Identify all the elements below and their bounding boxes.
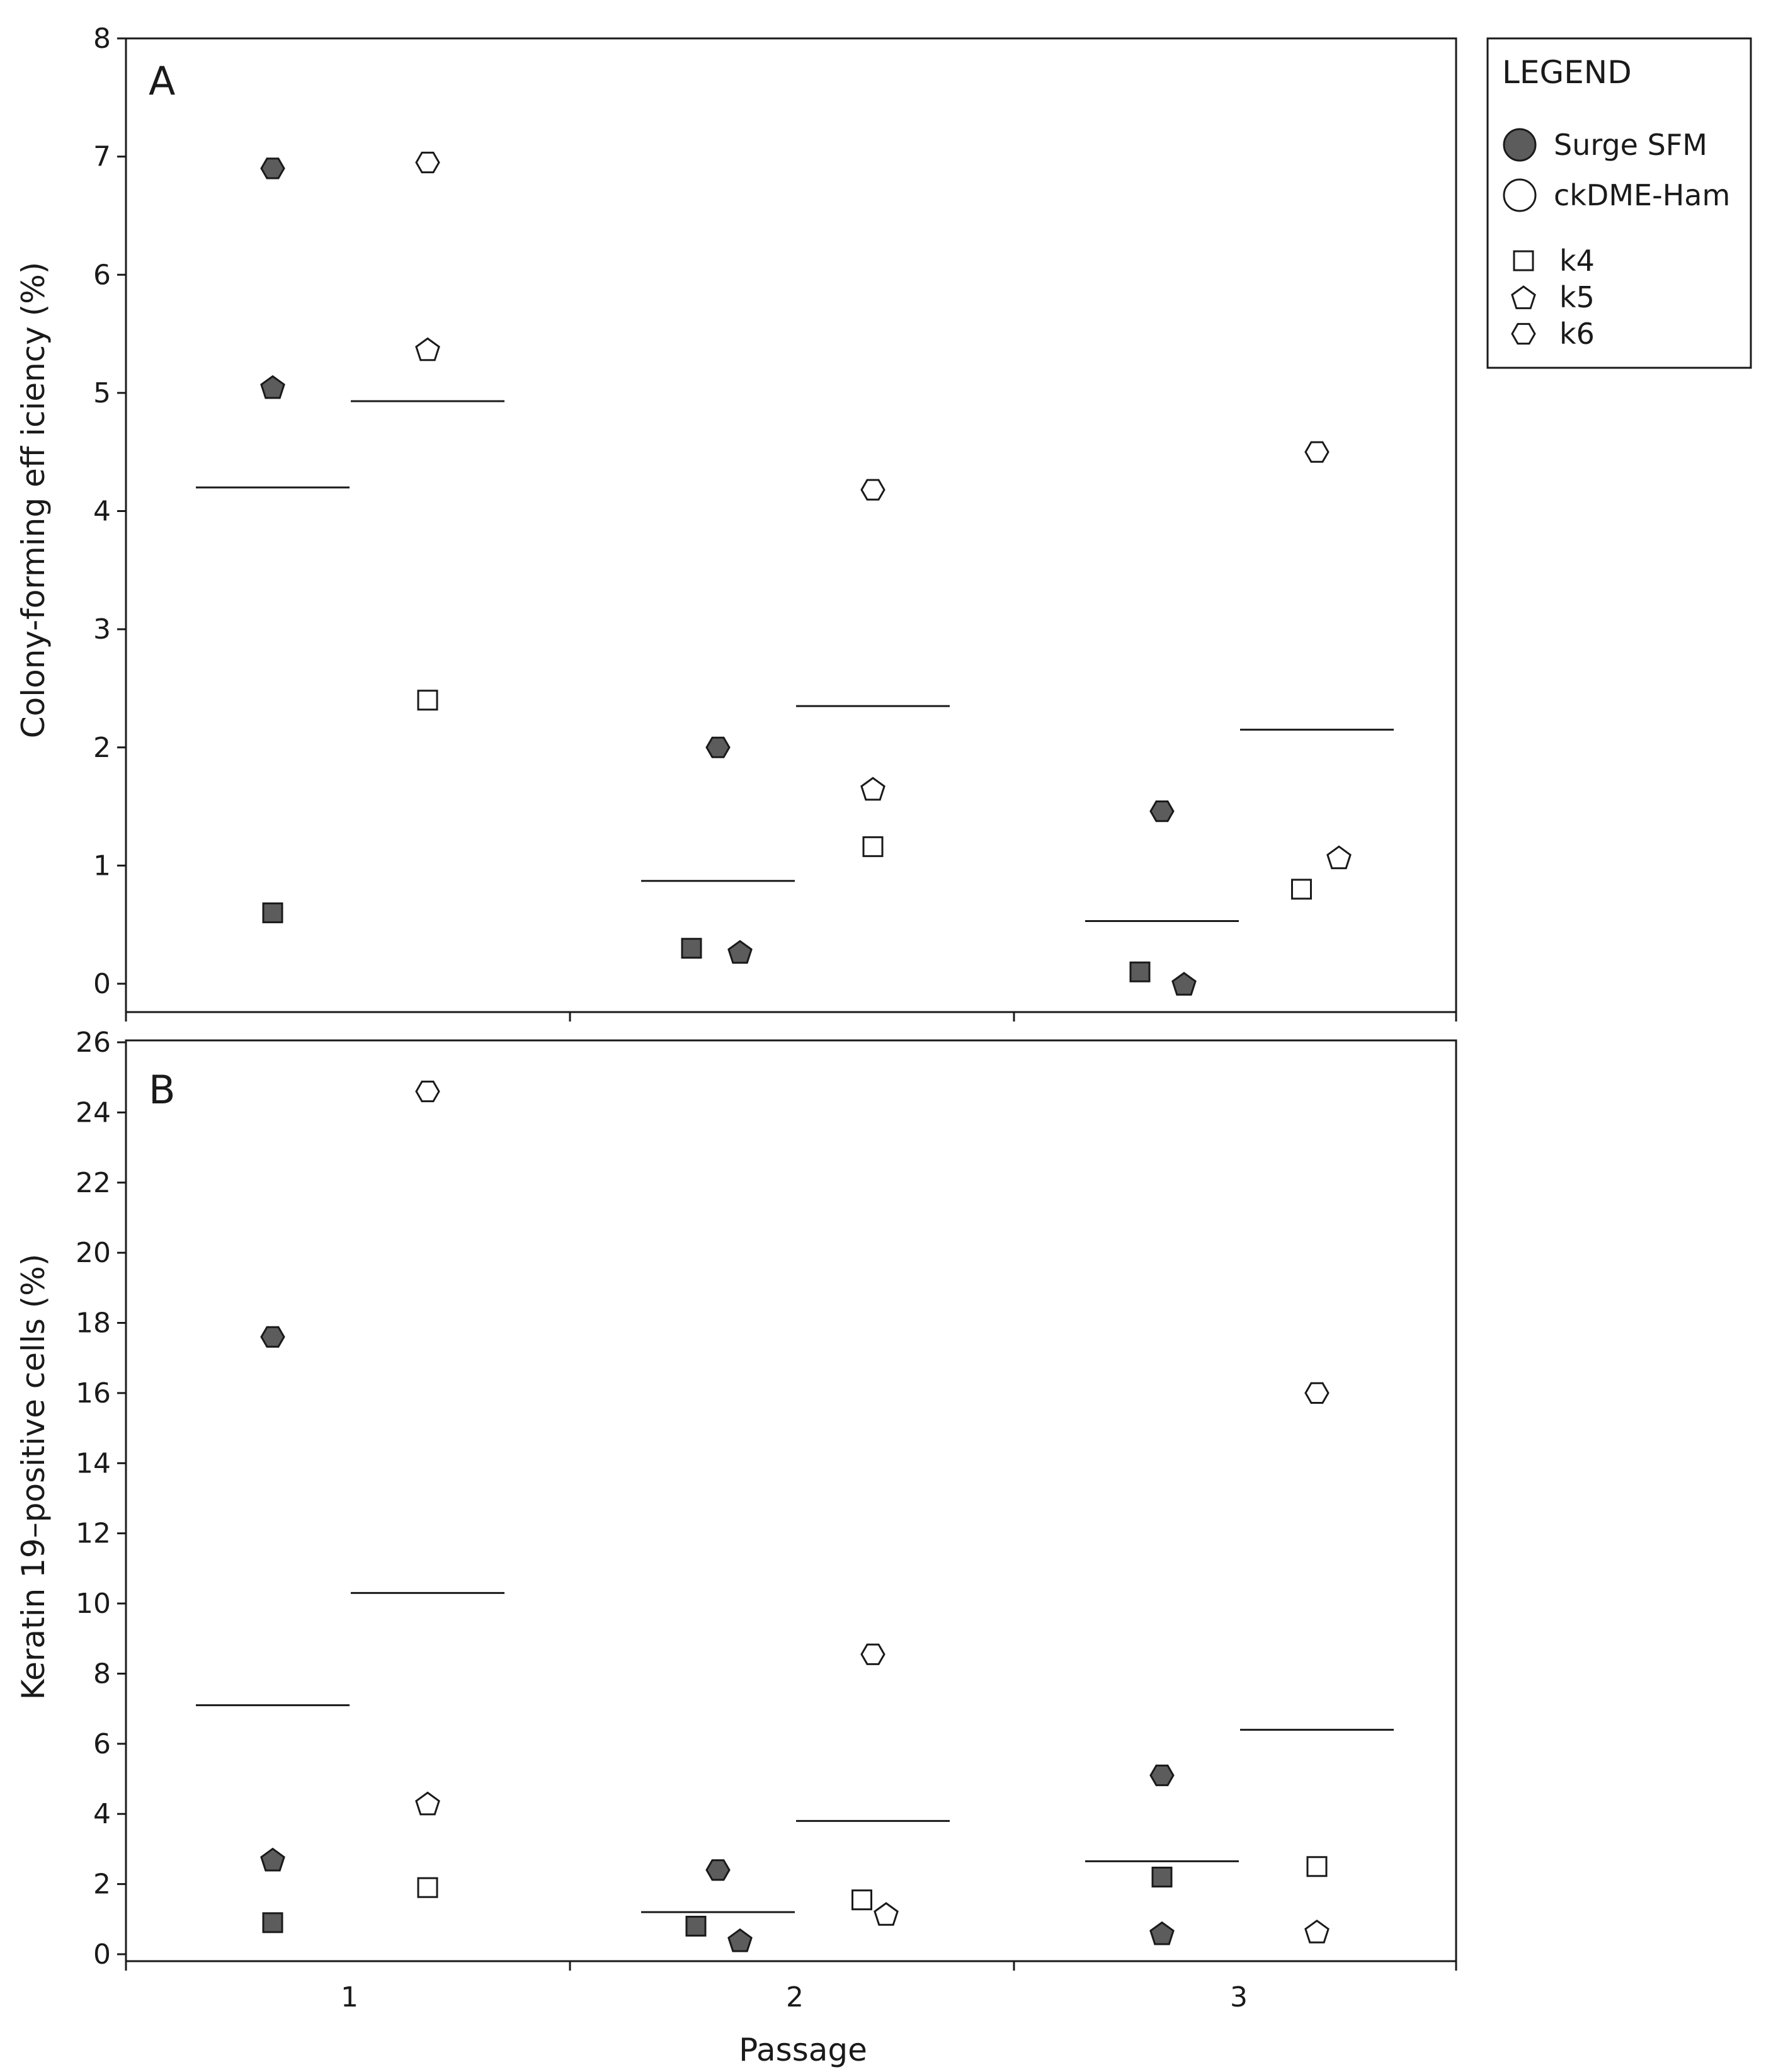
point-surge-k6-p2 [705,1859,731,1881]
point-surge-k4-p2 [685,1915,707,1937]
point-surge-k6-p2 [705,736,731,758]
legend-k5-label: k5 [1559,280,1595,314]
panel-a: A Colony-forming eff iciency (%) 0 1 2 3 4 5 6… [15,23,1457,1022]
legend-ckdme-swatch [1503,178,1537,212]
y-tick-label: 6 [93,259,111,291]
point-ckdme-k5-p3 [1304,1919,1330,1944]
y-tick-label: 8 [93,23,111,55]
panel-a-frame [125,37,1457,1013]
point-surge-k6-p3 [1149,800,1175,823]
point-ckdme-k5-p2 [860,777,886,801]
point-surge-k5-p3 [1171,972,1197,996]
legend-k6-hexagon-icon [1511,322,1536,345]
point-ckdme-k4-p1 [417,690,438,711]
legend-k4-label: k4 [1559,244,1595,278]
point-surge-k6-p1 [260,1326,285,1348]
legend-title: LEGEND [1502,54,1632,91]
y-tick-label: 14 [76,1447,111,1479]
point-ckdme-k4-p3 [1291,879,1312,900]
y-tick-label: 3 [93,613,111,646]
y-tick-label: 12 [76,1518,111,1550]
legend-surge-swatch [1503,128,1537,162]
point-ckdme-k5-p1 [415,337,440,361]
y-tick-label: 16 [76,1377,111,1409]
y-tick-label: 22 [76,1167,111,1199]
y-tick-label: 2 [93,1869,111,1901]
point-surge-k4-p2 [681,938,702,959]
panel-b: B Keratin 19–positive cells (%) 02468101… [15,1027,1457,2068]
y-tick-label: 0 [93,1938,111,1971]
y-tick-label: 5 [93,377,111,409]
point-surge-k5-p3 [1149,1921,1175,1945]
point-surge-k5-p2 [727,940,753,964]
point-ckdme-k4-p2 [862,836,884,857]
panel-a-y-axis-title: Colony-forming eff iciency (%) [15,262,52,739]
y-tick-label: 10 [76,1588,111,1620]
point-surge-k6-p3 [1149,1764,1175,1787]
y-tick-label: 7 [93,141,111,173]
point-ckdme-k6-p2 [860,479,886,501]
panel-b-frame [125,1039,1457,1962]
y-tick-label: 20 [76,1237,111,1269]
point-ckdme-k5-p3 [1326,845,1352,870]
panel-a-mean-lines [196,400,1394,923]
legend-shape-icons [1511,250,1536,345]
y-tick-label: 4 [93,496,111,528]
point-ckdme-k4-p3 [1306,1856,1328,1877]
y-tick-label: 18 [76,1307,111,1340]
y-tick-label: 2 [93,732,111,764]
legend-surge-label: Surge SFM [1554,128,1707,162]
y-tick-label: 8 [93,1658,111,1690]
point-ckdme-k6-p3 [1304,1382,1330,1404]
point-surge-k5-p1 [260,1847,285,1872]
legend-k6-label: k6 [1559,317,1595,351]
panel-a-points [260,151,1352,996]
x-tick-label: 2 [786,1981,804,2013]
y-tick-label: 26 [76,1027,111,1059]
point-ckdme-k6-p1 [415,1080,440,1103]
x-tick-label: 1 [341,1981,358,2013]
point-ckdme-k4-p1 [417,1877,438,1898]
panel-a-y-ticks: 0 1 2 3 4 5 6 7 8 [93,23,126,1000]
point-ckdme-k5-p1 [415,1791,440,1816]
point-surge-k4-p3 [1151,1866,1173,1887]
x-tick-label: 3 [1230,1981,1248,2013]
point-ckdme-k4-p2 [851,1889,872,1911]
point-ckdme-k6-p2 [860,1643,886,1665]
legend: LEGEND Surge SFM ckDME-Ham k4 k5 k6 [1486,37,1752,369]
point-surge-k5-p2 [727,1928,753,1952]
point-ckdme-k5-p2 [874,1902,899,1926]
panel-b-label: B [149,1067,176,1113]
panel-b-x-ticks: 1 2 3 [341,1981,1248,2013]
point-surge-k6-p1 [260,157,285,179]
panel-a-label: A [149,58,175,104]
point-surge-k4-p1 [262,1912,283,1933]
x-axis-title: Passage [739,2032,867,2068]
point-surge-k5-p1 [260,375,285,399]
legend-ckdme-label: ckDME-Ham [1554,178,1730,212]
legend-k4-square-icon [1513,250,1534,271]
panel-b-mean-lines [196,1591,1394,1913]
y-tick-label: 24 [76,1096,111,1129]
point-ckdme-k6-p1 [415,151,440,174]
point-ckdme-k6-p3 [1304,441,1330,463]
y-tick-label: 6 [93,1728,111,1760]
y-tick-label: 1 [93,850,111,882]
y-tick-label: 0 [93,968,111,1000]
panel-b-y-axis-title: Keratin 19–positive cells (%) [15,1254,52,1700]
y-tick-label: 4 [93,1798,111,1830]
point-surge-k4-p1 [262,902,283,923]
point-surge-k4-p3 [1129,961,1151,982]
panel-b-points [260,1080,1330,1952]
legend-k5-pentagon-icon [1511,285,1536,309]
